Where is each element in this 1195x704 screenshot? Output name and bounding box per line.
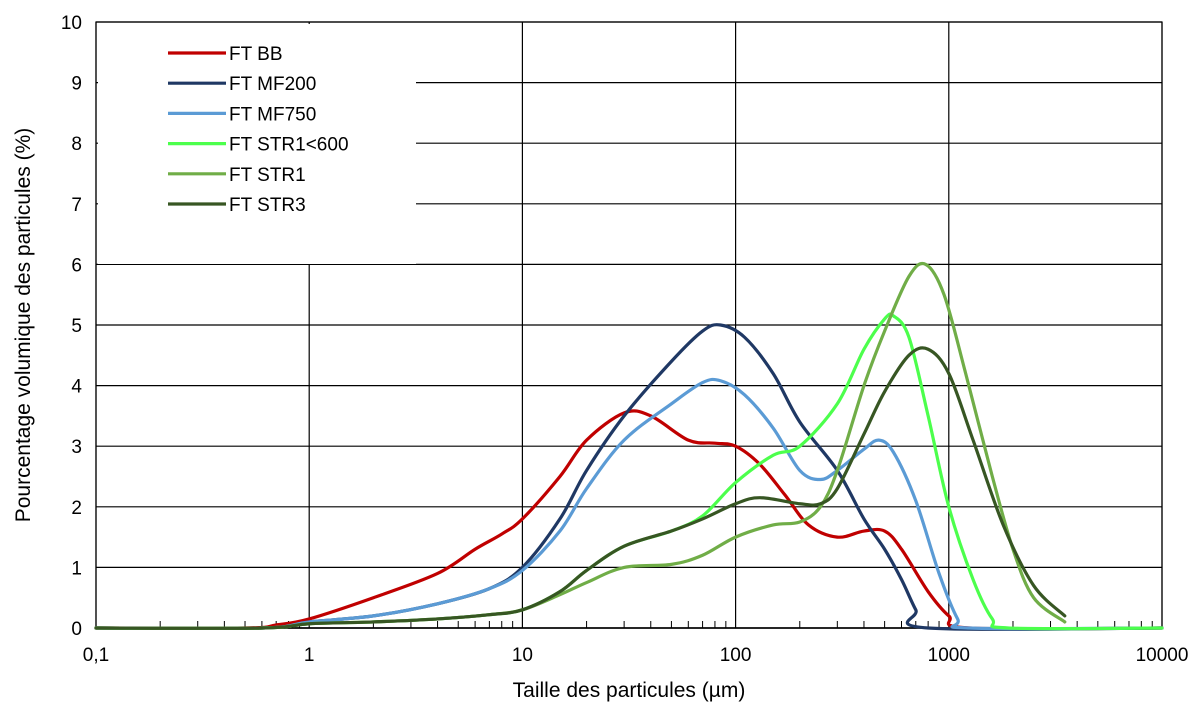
- legend-box: [98, 24, 416, 264]
- y-tick-label: 1: [71, 558, 82, 579]
- legend-label: FT BB: [229, 44, 283, 65]
- y-tick-label: 8: [71, 134, 82, 155]
- series-line-3: [94, 377, 1164, 631]
- x-tick-label: 100: [720, 645, 752, 666]
- x-tick-label: 1: [304, 645, 315, 666]
- legend-label: FT MF200: [229, 74, 316, 95]
- legend-label: FT MF750: [229, 104, 316, 125]
- legend: FT BB FT MF200 FT MF750 FT STR1<600 FT STR1 F…: [98, 24, 416, 264]
- legend-label: FT STR3: [229, 195, 306, 216]
- y-tick-label: 0: [71, 619, 82, 640]
- x-axis-title: Taille des particules (µm): [513, 679, 746, 702]
- y-tick-label: 10: [61, 13, 82, 34]
- y-tick-label: 3: [71, 437, 82, 458]
- y-tick-label: 6: [71, 255, 82, 276]
- series-line-2: [94, 323, 1164, 631]
- y-tick-label: 9: [71, 74, 82, 95]
- x-tick-label: 0,1: [83, 645, 109, 666]
- legend-label: FT STR1<600: [229, 135, 349, 156]
- y-tick-label: 4: [71, 377, 82, 398]
- y-tick-label: 2: [71, 498, 82, 519]
- series-layer: [94, 261, 1164, 631]
- legend-label: FT STR1: [229, 165, 306, 186]
- x-tick-label: 10: [512, 645, 533, 666]
- x-tick-label: 10000: [1136, 645, 1189, 666]
- y-tick-label: 7: [71, 195, 82, 216]
- y-tick-label: 5: [71, 316, 82, 337]
- series-line-6: [94, 346, 1067, 630]
- series-line-1: [94, 409, 1164, 631]
- x-tick-label: 1000: [928, 645, 970, 666]
- series-line-4: [94, 312, 1164, 631]
- y-axis-title: Pourcentage volumique des particules (%): [12, 128, 35, 523]
